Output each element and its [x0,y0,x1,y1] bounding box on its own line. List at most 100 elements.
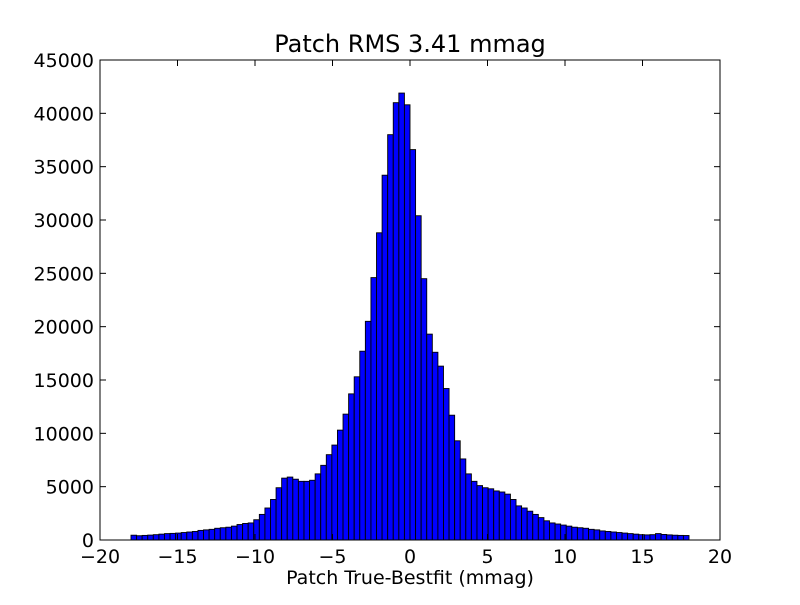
x-axis-label: Patch True-Bestfit (mmag) [286,567,534,589]
histogram-bar [342,413,350,541]
histogram-bar [175,532,182,541]
histogram-bar [136,535,143,541]
histogram-bar [381,174,389,541]
histogram-bar [576,527,584,541]
y-tick-label: 40000 [34,103,94,125]
x-tick-label: 5 [481,546,493,568]
histogram-bar [627,533,634,541]
histogram-bar [632,533,640,541]
histogram-bar [454,440,461,541]
ticks-layer: −20 −15 −10 −5 0 5 10 15 20 0 5000 10000 15000 20000 2… [34,50,733,568]
histogram-bar [465,473,472,541]
histogram-bar [130,534,138,541]
x-tick-label: −20 [80,546,120,568]
x-tick-label: −5 [318,546,346,568]
histogram-bar [593,529,601,541]
histogram-bar [186,531,193,541]
histogram-bar [337,429,344,541]
histogram-bar [616,532,623,541]
histogram-bar [443,388,450,541]
histogram-bar [643,534,651,541]
histogram-bar [376,232,383,541]
histogram-bar [649,534,656,541]
histogram-bar [331,444,338,541]
x-tick-label: 0 [404,546,416,568]
histogram-bar [470,480,478,541]
histogram-bar [655,533,662,541]
histogram-bar [610,531,617,541]
histogram-bar [604,531,612,541]
histogram-bar [448,414,456,541]
histogram-bar [147,534,154,541]
histogram-bar [275,487,283,541]
histogram-bar [297,480,305,541]
histogram-bar [509,499,517,541]
histogram-bar [247,522,255,541]
histogram-bar [498,491,506,541]
histogram-bar [370,277,377,541]
histogram-bar [554,523,562,541]
histogram-bar [164,533,171,541]
histogram-bar [588,528,595,541]
y-tick-label: 15000 [34,370,94,392]
y-tick-label: 10000 [34,423,94,445]
histogram-bar [537,517,545,541]
histogram-bar [431,351,439,541]
x-tick-label: 10 [553,546,577,568]
histogram-bar [532,513,539,541]
histogram-bar [482,487,489,541]
histogram-bar [487,488,495,541]
histogram-bar [258,513,266,541]
histogram-bar [621,532,629,541]
histogram-bar [582,527,590,541]
histogram-bar [264,507,271,541]
histogram-bar [236,524,244,541]
x-tick-label: 20 [708,546,732,568]
histogram-bar [426,333,433,541]
histogram-bar [666,534,673,541]
histogram-bar [303,480,311,541]
histogram-bar [364,320,372,541]
histogram-bar [141,534,149,541]
x-tick-label: −15 [157,546,197,568]
histogram-bar [549,522,556,541]
histogram-bar [415,215,422,541]
histogram-bar [348,393,355,541]
x-tick-label: −10 [235,546,275,568]
histogram-bar [191,531,199,541]
histogram-bar [325,454,333,541]
histogram-bar [682,535,690,541]
histogram-bar [476,485,483,541]
histogram-bar [571,526,578,541]
histogram-bar [565,525,573,541]
histogram-bar [459,458,467,541]
histogram-bar [152,534,160,541]
histogram-bar [437,365,444,541]
histogram-bar [420,278,428,541]
histogram-bar [214,527,221,541]
y-tick-label: 5000 [46,477,94,499]
histogram-bar [158,533,165,541]
histogram-bar [281,477,288,541]
histogram-bar [219,527,227,541]
histogram-bar [203,529,210,541]
histogram-bar [169,532,177,541]
histogram-bar [526,510,534,541]
histogram-bar [677,534,684,541]
histogram-bar [314,473,322,541]
histogram-bar [392,102,400,541]
x-tick-label: 15 [630,546,654,568]
histogram-bar [225,526,232,541]
histogram-bar [197,529,204,541]
histogram-bar [270,499,277,541]
histogram-bar [515,505,523,541]
histogram-bar [521,507,528,541]
histogram-bar [660,534,668,541]
histogram-bar [309,479,316,541]
histogram-bar [353,376,361,541]
histogram-bar [543,520,550,541]
histogram-bar [398,92,405,541]
y-tick-label: 0 [82,530,94,552]
